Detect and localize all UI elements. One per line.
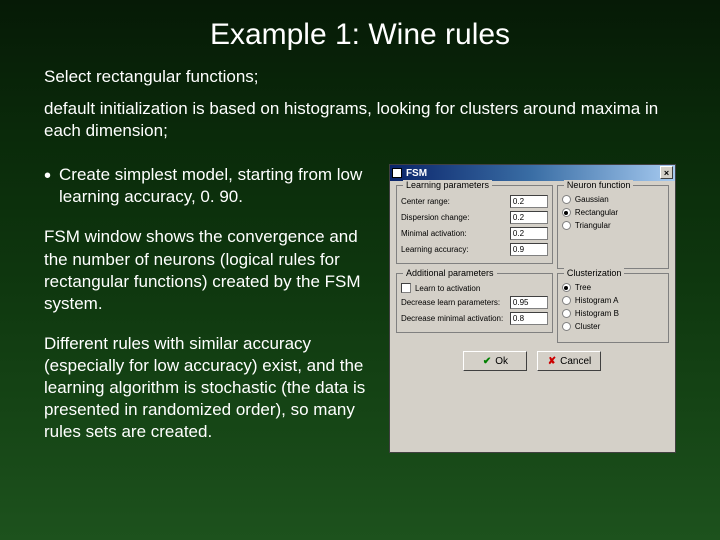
slide-content: Select rectangular functions; default in… [0, 52, 720, 453]
radio-dot-histA [562, 296, 571, 305]
group-title-neuron: Neuron function [564, 180, 634, 190]
additional-params-group: Additional parameters Learn to activatio… [396, 273, 553, 333]
cancel-button[interactable]: ✘ Cancel [537, 351, 601, 371]
radio-dot-tree [562, 283, 571, 292]
neuron-function-group: Neuron function Gaussian Rectangular [557, 185, 669, 269]
ok-label: Ok [495, 356, 508, 367]
input-dispersion[interactable]: 0.2 [510, 211, 548, 224]
param-center-range: Center range: 0.2 [401, 195, 548, 208]
bullet-item: • Create simplest model, starting from l… [44, 164, 375, 208]
fsm-title: FSM [406, 168, 427, 179]
group-title-learn: Learning parameters [403, 180, 492, 190]
checkbox-label: Learn to activation [415, 284, 480, 293]
group-title-addl: Additional parameters [403, 268, 497, 278]
cross-icon: ✘ [548, 356, 556, 367]
label-center-range: Center range: [401, 197, 510, 206]
paragraph-3: Different rules with similar accuracy (e… [44, 333, 375, 443]
radio-rectangular[interactable]: Rectangular [562, 208, 664, 217]
left-column: • Create simplest model, starting from l… [44, 164, 389, 453]
clustering-group: Clusterization Tree Histogram A [557, 273, 669, 343]
param-decr-min: Decrease minimal activation: 0.8 [401, 312, 548, 325]
group-title-cluster: Clusterization [564, 268, 625, 278]
checkmark-icon: ✔ [483, 356, 491, 367]
close-button[interactable]: × [660, 166, 673, 179]
learning-params-group: Learning parameters Center range: 0.2 Di… [396, 185, 553, 264]
cancel-label: Cancel [560, 356, 591, 367]
label-gaussian: Gaussian [575, 195, 609, 204]
input-decr-param[interactable]: 0.95 [510, 296, 548, 309]
input-decr-min[interactable]: 0.8 [510, 312, 548, 325]
radio-histB[interactable]: Histogram B [562, 309, 664, 318]
paragraph-2: FSM window shows the convergence and the… [44, 226, 375, 314]
label-tree: Tree [575, 283, 591, 292]
bullet-text: Create simplest model, starting from low… [59, 164, 375, 208]
radio-cluster[interactable]: Cluster [562, 322, 664, 331]
lower-section: • Create simplest model, starting from l… [44, 164, 676, 453]
radio-gaussian[interactable]: Gaussian [562, 195, 664, 204]
label-decr-min: Decrease minimal activation: [401, 314, 510, 323]
label-decr-param: Decrease learn parameters: [401, 298, 510, 307]
radio-tree[interactable]: Tree [562, 283, 664, 292]
radio-dot-gaussian [562, 195, 571, 204]
button-row: ✔ Ok ✘ Cancel [396, 351, 669, 371]
fsm-body: Learning parameters Center range: 0.2 Di… [390, 181, 675, 377]
param-min-activ: Minimal activation: 0.2 [401, 227, 548, 240]
label-histA: Histogram A [575, 296, 619, 305]
input-learn-acc[interactable]: 0.9 [510, 243, 548, 256]
system-icon [392, 168, 402, 178]
label-triangular: Triangular [575, 221, 611, 230]
input-center-range[interactable]: 0.2 [510, 195, 548, 208]
bullet-marker: • [44, 166, 51, 208]
label-cluster: Cluster [575, 322, 600, 331]
param-learn-acc: Learning accuracy: 0.9 [401, 243, 548, 256]
label-rectangular: Rectangular [575, 208, 618, 217]
radio-histA[interactable]: Histogram A [562, 296, 664, 305]
checkbox-learn-activ[interactable]: Learn to activation [401, 283, 548, 293]
radio-dot-rectangular [562, 208, 571, 217]
label-histB: Histogram B [575, 309, 619, 318]
label-dispersion: Dispersion change: [401, 213, 510, 222]
label-learn-acc: Learning accuracy: [401, 245, 510, 254]
radio-triangular[interactable]: Triangular [562, 221, 664, 230]
fsm-window: FSM × Learning parameters Center range: … [389, 164, 676, 453]
intro-line-1: Select rectangular functions; [44, 66, 676, 88]
checkbox-box [401, 283, 411, 293]
radio-dot-histB [562, 309, 571, 318]
slide-title: Example 1: Wine rules [0, 0, 720, 52]
input-min-activ[interactable]: 0.2 [510, 227, 548, 240]
param-dispersion: Dispersion change: 0.2 [401, 211, 548, 224]
intro-line-2: default initialization is based on histo… [44, 98, 676, 142]
fsm-titlebar[interactable]: FSM × [390, 165, 675, 181]
radio-dot-triangular [562, 221, 571, 230]
radio-dot-cluster [562, 322, 571, 331]
ok-button[interactable]: ✔ Ok [463, 351, 527, 371]
param-decr-param: Decrease learn parameters: 0.95 [401, 296, 548, 309]
label-min-activ: Minimal activation: [401, 229, 510, 238]
